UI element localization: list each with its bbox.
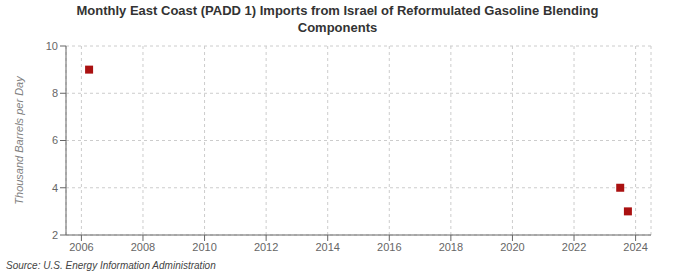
svg-text:2006: 2006 <box>69 241 93 253</box>
svg-text:Thousand Barrels per Day: Thousand Barrels per Day <box>13 75 25 205</box>
svg-text:2008: 2008 <box>131 241 155 253</box>
svg-text:10: 10 <box>46 40 58 52</box>
svg-text:2014: 2014 <box>315 241 339 253</box>
svg-text:2010: 2010 <box>192 241 216 253</box>
svg-text:8: 8 <box>52 87 58 99</box>
svg-text:2018: 2018 <box>439 241 463 253</box>
svg-text:2012: 2012 <box>254 241 278 253</box>
svg-text:2020: 2020 <box>500 241 524 253</box>
html-text:Source: U.S. Energy Informatio: Source: U.S. Energy Information Administ… <box>6 260 216 271</box>
svg-text:2022: 2022 <box>562 241 586 253</box>
svg-text:6: 6 <box>52 134 58 146</box>
html-text:Components: Components <box>297 20 378 35</box>
svg-text:2024: 2024 <box>623 241 647 253</box>
svg-text:2: 2 <box>52 229 58 241</box>
svg-text:2016: 2016 <box>377 241 401 253</box>
svg-text:4: 4 <box>52 182 58 194</box>
html-text:Monthly East Coast (PADD 1) Im: Monthly East Coast (PADD 1) Imports from… <box>76 3 599 18</box>
